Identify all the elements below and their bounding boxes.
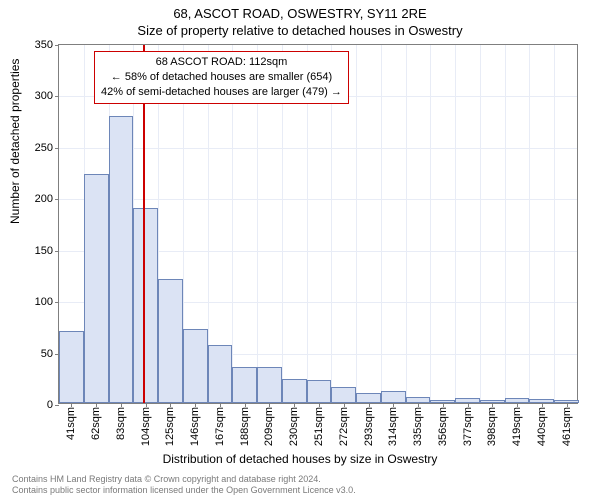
- x-tick-label: 104sqm: [140, 407, 152, 446]
- footer-line-2: Contains public sector information licen…: [12, 485, 356, 496]
- x-tick-mark: [393, 403, 394, 407]
- histogram-bar: [331, 387, 356, 403]
- x-tick-mark: [96, 403, 97, 407]
- x-tick-label: 440sqm: [536, 407, 548, 446]
- annotation-line-1: 68 ASCOT ROAD: 112sqm: [101, 55, 342, 70]
- x-tick-mark: [294, 403, 295, 407]
- histogram-bar: [232, 367, 257, 403]
- gridline-v: [529, 45, 530, 403]
- histogram-bar: [158, 279, 183, 403]
- y-tick-mark: [55, 251, 59, 252]
- x-tick-label: 188sqm: [239, 407, 251, 446]
- x-tick-label: 230sqm: [288, 407, 300, 446]
- gridline-v: [554, 45, 555, 403]
- histogram-bar: [84, 174, 109, 403]
- y-tick-mark: [55, 199, 59, 200]
- y-tick-label: 250: [35, 142, 53, 154]
- x-tick-label: 314sqm: [387, 407, 399, 446]
- footer-line-1: Contains HM Land Registry data © Crown c…: [12, 474, 356, 485]
- x-tick-label: 251sqm: [313, 407, 325, 446]
- footer-attribution: Contains HM Land Registry data © Crown c…: [12, 474, 356, 496]
- chart-plot-area: 05010015020025030035041sqm62sqm83sqm104s…: [58, 44, 578, 404]
- x-tick-mark: [319, 403, 320, 407]
- y-tick-mark: [55, 45, 59, 46]
- x-tick-label: 335sqm: [412, 407, 424, 446]
- gridline-h: [59, 199, 577, 200]
- x-tick-mark: [245, 403, 246, 407]
- x-tick-label: 146sqm: [189, 407, 201, 446]
- x-tick-label: 398sqm: [486, 407, 498, 446]
- y-tick-mark: [55, 96, 59, 97]
- x-tick-label: 293sqm: [363, 407, 375, 446]
- gridline-v: [406, 45, 407, 403]
- x-tick-mark: [71, 403, 72, 407]
- x-tick-label: 209sqm: [263, 407, 275, 446]
- histogram-bar: [59, 331, 84, 403]
- x-tick-mark: [418, 403, 419, 407]
- histogram-bar: [208, 345, 233, 403]
- x-tick-mark: [567, 403, 568, 407]
- chart-container: 68, ASCOT ROAD, OSWESTRY, SY11 2RE Size …: [0, 0, 600, 500]
- x-tick-mark: [170, 403, 171, 407]
- x-tick-label: 125sqm: [164, 407, 176, 446]
- x-tick-mark: [492, 403, 493, 407]
- y-tick-label: 100: [35, 296, 53, 308]
- gridline-v: [430, 45, 431, 403]
- gridline-h: [59, 148, 577, 149]
- x-tick-label: 62sqm: [90, 407, 102, 440]
- x-tick-mark: [269, 403, 270, 407]
- y-tick-label: 150: [35, 245, 53, 257]
- y-tick-label: 0: [47, 399, 53, 411]
- histogram-bar: [109, 116, 134, 403]
- y-tick-label: 350: [35, 39, 53, 51]
- histogram-bar: [356, 393, 381, 403]
- histogram-bar: [307, 380, 332, 403]
- y-tick-mark: [55, 405, 59, 406]
- annotation-line-3: 42% of semi-detached houses are larger (…: [101, 85, 342, 100]
- page-title: 68, ASCOT ROAD, OSWESTRY, SY11 2RE: [0, 0, 600, 21]
- y-tick-mark: [55, 302, 59, 303]
- gridline-v: [455, 45, 456, 403]
- x-tick-mark: [195, 403, 196, 407]
- x-tick-mark: [146, 403, 147, 407]
- gridline-v: [356, 45, 357, 403]
- histogram-bar: [257, 367, 282, 403]
- x-tick-mark: [517, 403, 518, 407]
- annotation-line-2: ← 58% of detached houses are smaller (65…: [101, 70, 342, 85]
- x-tick-label: 356sqm: [437, 407, 449, 446]
- chart-subtitle: Size of property relative to detached ho…: [0, 21, 600, 38]
- annotation-box: 68 ASCOT ROAD: 112sqm ← 58% of detached …: [94, 51, 349, 104]
- x-axis-label: Distribution of detached houses by size …: [0, 452, 600, 466]
- histogram-bar: [282, 379, 307, 403]
- x-tick-mark: [121, 403, 122, 407]
- x-tick-label: 461sqm: [561, 407, 573, 446]
- x-tick-label: 272sqm: [338, 407, 350, 446]
- x-tick-mark: [542, 403, 543, 407]
- gridline-v: [381, 45, 382, 403]
- y-tick-label: 50: [41, 348, 53, 360]
- x-tick-mark: [220, 403, 221, 407]
- histogram-bar: [133, 208, 158, 403]
- y-axis-label: Number of detached properties: [8, 59, 22, 224]
- x-tick-mark: [369, 403, 370, 407]
- y-tick-label: 300: [35, 90, 53, 102]
- y-tick-label: 200: [35, 193, 53, 205]
- x-tick-mark: [344, 403, 345, 407]
- x-tick-mark: [443, 403, 444, 407]
- gridline-v: [480, 45, 481, 403]
- x-tick-label: 419sqm: [511, 407, 523, 446]
- x-tick-mark: [468, 403, 469, 407]
- histogram-bar: [381, 391, 406, 403]
- x-tick-label: 41sqm: [65, 407, 77, 440]
- gridline-v: [505, 45, 506, 403]
- x-tick-label: 83sqm: [115, 407, 127, 440]
- x-tick-label: 167sqm: [214, 407, 226, 446]
- histogram-bar: [183, 329, 208, 403]
- x-tick-label: 377sqm: [462, 407, 474, 446]
- y-tick-mark: [55, 148, 59, 149]
